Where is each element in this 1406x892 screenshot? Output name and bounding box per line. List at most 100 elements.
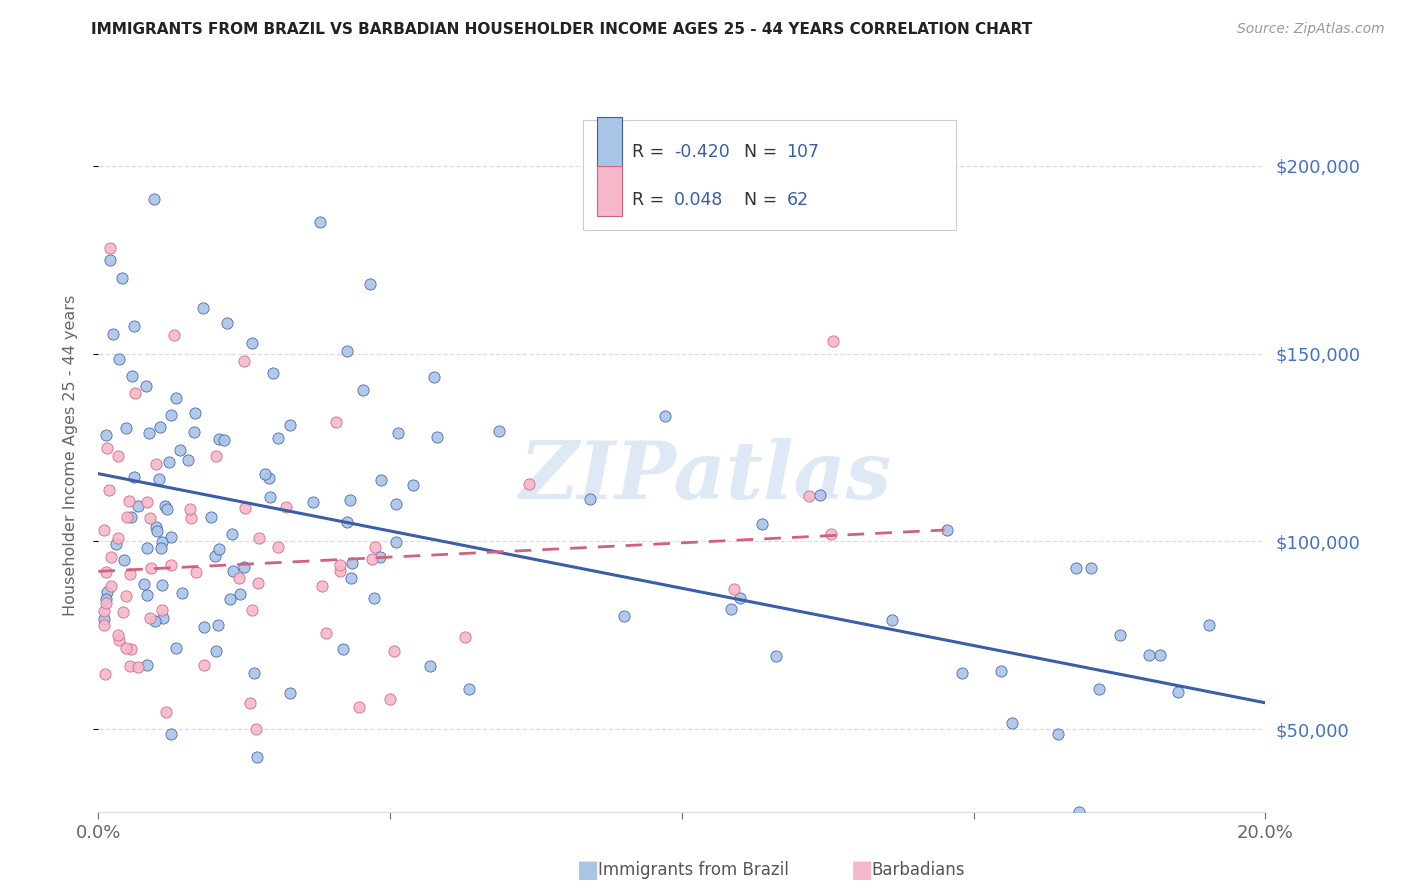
Point: [612, 609, 634, 624]
Point: [751, 517, 773, 532]
Point: [219, 592, 242, 607]
Point: [152, 611, 174, 625]
Point: [150, 603, 173, 617]
Point: [340, 556, 363, 570]
Point: [135, 378, 157, 392]
Point: [340, 571, 363, 585]
Point: [1198, 617, 1220, 632]
Point: [96, 441, 118, 455]
Point: [239, 696, 262, 710]
Point: [240, 335, 263, 350]
Point: [1137, 648, 1160, 662]
Point: [267, 541, 290, 555]
Point: [155, 705, 177, 719]
Point: [107, 449, 129, 463]
Point: [157, 455, 180, 469]
Point: [165, 640, 187, 655]
Text: -0.420: -0.420: [673, 143, 730, 161]
Point: [233, 354, 256, 368]
Point: [382, 644, 405, 658]
Point: [139, 611, 162, 625]
Point: [212, 433, 235, 447]
Point: [352, 383, 374, 397]
Point: [136, 588, 159, 602]
Point: [100, 579, 122, 593]
Point: [177, 453, 200, 467]
Point: [143, 614, 166, 628]
Point: [205, 643, 228, 657]
Point: [150, 577, 173, 591]
Point: [1080, 561, 1102, 575]
Point: [112, 605, 135, 619]
Point: [148, 420, 170, 434]
Text: ■: ■: [851, 858, 873, 881]
Point: [148, 472, 170, 486]
Point: [160, 408, 183, 422]
Point: [654, 409, 676, 423]
Point: [990, 664, 1012, 678]
Point: [120, 659, 142, 673]
Point: [103, 326, 125, 341]
Point: [97, 483, 120, 497]
Point: [145, 457, 167, 471]
Point: [143, 192, 166, 206]
Point: [259, 471, 281, 485]
Text: ■: ■: [576, 858, 599, 881]
Point: [138, 425, 160, 440]
Point: [179, 501, 201, 516]
Point: [200, 509, 222, 524]
Point: [1047, 727, 1070, 741]
Point: [115, 421, 138, 435]
Point: [246, 749, 269, 764]
Point: [115, 510, 138, 524]
Point: [278, 418, 301, 433]
Point: [426, 430, 449, 444]
Point: [159, 558, 181, 573]
Point: [155, 502, 177, 516]
Point: [122, 470, 145, 484]
Point: [950, 665, 973, 680]
Point: [170, 586, 193, 600]
Point: [378, 692, 401, 706]
Text: 62: 62: [786, 191, 808, 209]
Point: [422, 370, 444, 384]
Point: [221, 526, 243, 541]
Point: [139, 511, 162, 525]
Y-axis label: Householder Income Ages 25 - 44 years: Householder Income Ages 25 - 44 years: [63, 294, 77, 615]
Point: [728, 591, 751, 605]
Point: [204, 549, 226, 563]
Point: [111, 270, 134, 285]
Point: [311, 579, 333, 593]
Point: [454, 630, 477, 644]
Point: [135, 657, 157, 672]
Point: [183, 425, 205, 439]
Point: [336, 344, 359, 359]
Point: [184, 406, 207, 420]
Text: IMMIGRANTS FROM BRAZIL VS BARBADIAN HOUSEHOLDER INCOME AGES 25 - 44 YEARS CORREL: IMMIGRANTS FROM BRAZIL VS BARBADIAN HOUS…: [91, 22, 1032, 37]
Point: [136, 541, 159, 555]
Point: [228, 571, 250, 585]
Point: [127, 659, 149, 673]
Point: [820, 527, 842, 541]
Point: [1069, 805, 1091, 819]
Point: [259, 490, 281, 504]
Point: [207, 618, 229, 632]
Point: [363, 591, 385, 605]
Point: [370, 473, 392, 487]
Point: [347, 699, 370, 714]
Point: [325, 415, 347, 429]
Point: [120, 509, 142, 524]
Point: [880, 613, 903, 627]
Text: N =: N =: [744, 143, 783, 161]
Point: [339, 493, 361, 508]
Point: [233, 500, 256, 515]
Point: [124, 385, 146, 400]
Point: [120, 642, 142, 657]
Point: [98, 241, 121, 255]
Point: [315, 626, 337, 640]
Point: [108, 633, 131, 648]
Point: [207, 541, 229, 556]
Point: [361, 551, 384, 566]
Text: 107: 107: [786, 143, 820, 161]
Point: [229, 586, 252, 600]
